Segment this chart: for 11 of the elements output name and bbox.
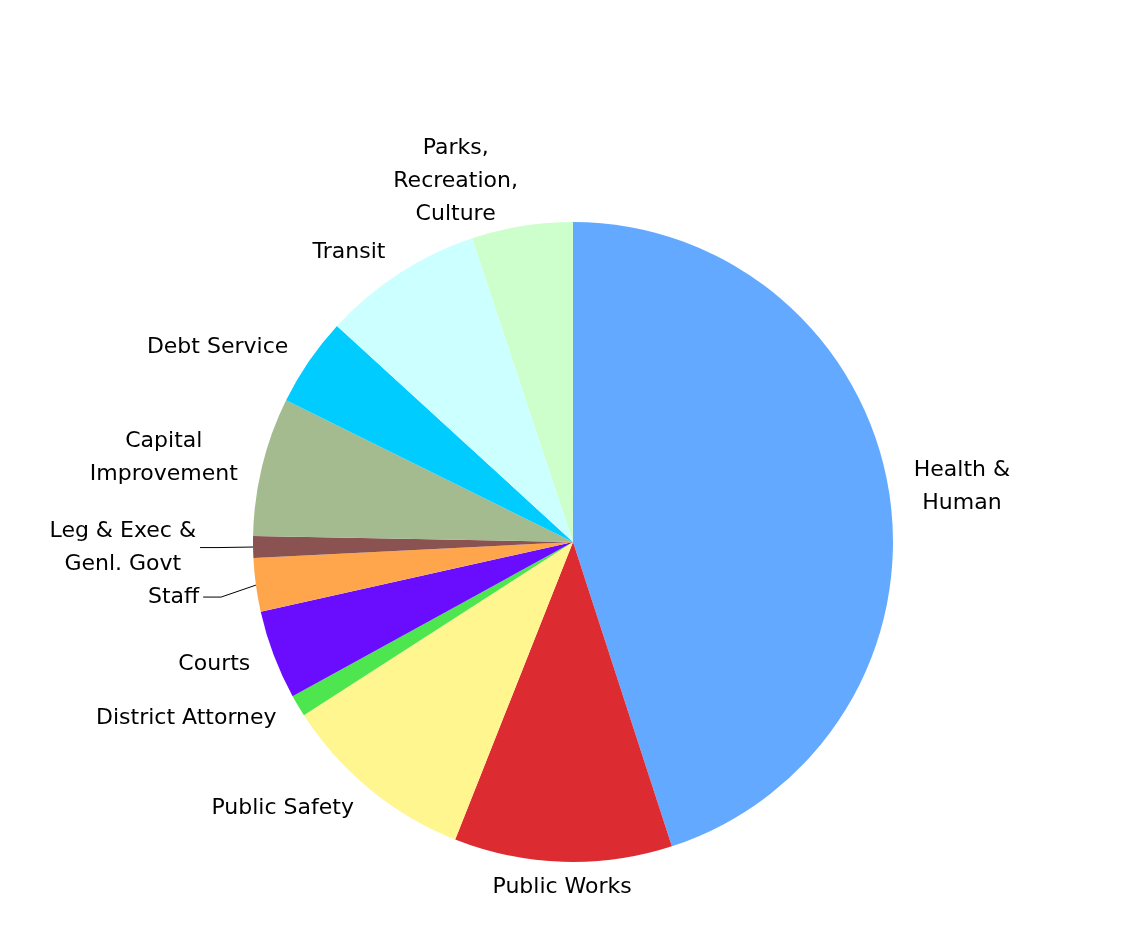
slice-label: Leg & Exec & Genl. Govt bbox=[49, 516, 197, 575]
slice-label: Parks, Recreation, Culture bbox=[393, 134, 518, 226]
slice-label: Staff bbox=[147, 582, 200, 608]
slice-label: Transit bbox=[311, 238, 386, 264]
slice-label: Health & Human bbox=[913, 455, 1011, 514]
slice-label: Public Safety bbox=[211, 794, 354, 820]
slice-label: Capital Improvement bbox=[89, 427, 239, 486]
slice-label: Courts bbox=[178, 649, 251, 675]
slice-label: Debt Service bbox=[146, 332, 289, 358]
slice-label: District Attorney bbox=[96, 704, 277, 730]
slice-label: Public Works bbox=[492, 872, 632, 898]
